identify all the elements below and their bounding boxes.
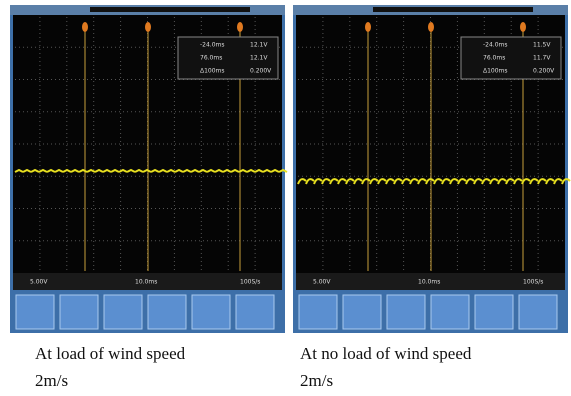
readout-text: Δ100ms — [200, 68, 225, 75]
status-text: 100S/s — [523, 279, 543, 286]
scope-panel: -24.0ms 12.1V 76.0ms 12.1V Δ100ms 0.200V 5.00V… — [10, 5, 287, 333]
readout-text: -24.0ms — [483, 42, 508, 49]
cursor-marker — [145, 22, 151, 32]
readout-text: 11.7V — [533, 55, 551, 62]
figure: -24.0ms 12.1V 76.0ms 12.1V Δ100ms 0.200V 5.00V… — [0, 0, 571, 396]
readout-text: 76.0ms — [200, 55, 222, 62]
soft-button — [343, 295, 381, 329]
soft-button — [60, 295, 98, 329]
readout-text: 12.1V — [250, 42, 268, 49]
caption-line: 2m/s — [300, 367, 471, 394]
readout-text: Δ100ms — [483, 68, 508, 75]
status-text: 5.00V — [313, 279, 331, 286]
soft-button — [236, 295, 274, 329]
soft-button — [299, 295, 337, 329]
readout-text: -24.0ms — [200, 42, 225, 49]
status-text: 5.00V — [30, 279, 48, 286]
trigger-bar — [373, 7, 533, 12]
trigger-bar — [90, 7, 250, 12]
cursor-marker — [365, 22, 371, 32]
readout-text: 11.5V — [533, 42, 551, 49]
scope-panel: -24.0ms 11.5V 76.0ms 11.7V Δ100ms 0.200V 5.00V… — [293, 5, 570, 333]
status-text: 10.0ms — [418, 279, 440, 286]
readout-text: 0.200V — [533, 68, 555, 75]
caption-line: At no load of wind speed — [300, 340, 471, 367]
soft-button — [148, 295, 186, 329]
status-text: 10.0ms — [135, 279, 157, 286]
cursor-marker — [428, 22, 434, 32]
scope-screens: -24.0ms 12.1V 76.0ms 12.1V Δ100ms 0.200V 5.00V… — [0, 0, 571, 340]
caption-line: 2m/s — [35, 367, 185, 394]
soft-button — [387, 295, 425, 329]
status-text: 100S/s — [240, 279, 260, 286]
cursor-marker — [237, 22, 243, 32]
readout-text: 76.0ms — [483, 55, 505, 62]
soft-button — [475, 295, 513, 329]
soft-button — [16, 295, 54, 329]
readout-text: 12.1V — [250, 55, 268, 62]
cursor-marker — [82, 22, 88, 32]
soft-button — [519, 295, 557, 329]
caption-line: At load of wind speed — [35, 340, 185, 367]
soft-button — [104, 295, 142, 329]
soft-button — [431, 295, 469, 329]
cursor-marker — [520, 22, 526, 32]
soft-button — [192, 295, 230, 329]
readout-text: 0.200V — [250, 68, 272, 75]
